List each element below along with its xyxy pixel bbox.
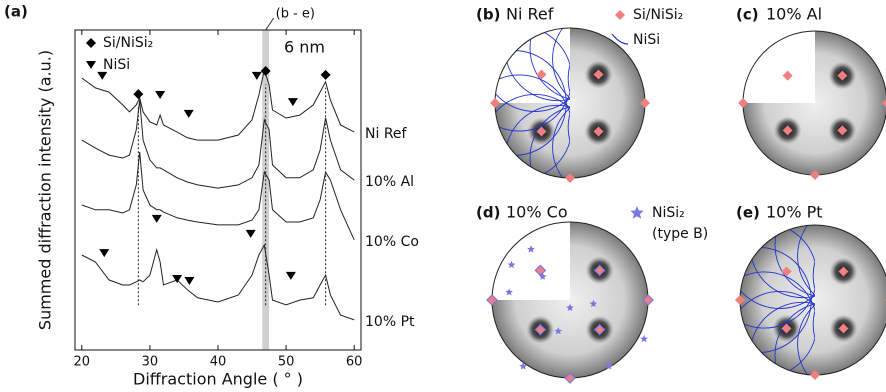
diamond-marker [86,38,96,48]
panel-label: (c) [736,6,759,24]
spectrum [82,100,354,188]
series-label: 10% Co [365,234,419,250]
legend-label: NiSi₂ [652,205,685,221]
series-label: 10% Pt [365,314,415,330]
triangle-marker [86,61,96,69]
panel-label: (d) [476,204,500,222]
legend-note: (type B) [652,226,708,242]
panel-title: 10% Co [506,203,568,222]
spectrum [82,152,354,240]
triangle-marker [97,72,107,80]
pole-figure [738,30,886,180]
annotation: 6 nm [284,38,325,57]
triangle-marker [172,275,182,283]
diamond-marker [133,89,143,99]
spectrum [82,245,354,320]
y-axis-title: Summed diffraction intensity (a.u.) [36,50,55,330]
panel-label: (a) [4,3,28,21]
x-tick-label: 60 [346,355,363,370]
triangle-marker [184,110,194,118]
highlight-band [262,30,269,350]
triangle-marker [152,215,162,223]
triangle-marker [155,91,165,99]
panel-title: Ni Ref [506,5,554,24]
legend-label: Si/NiSi₂ [633,7,683,23]
series-label: Ni Ref [365,126,408,142]
panel-label: (b) [476,6,500,24]
triangle-marker [184,277,194,285]
pole-figure [487,221,653,383]
triangle-marker [246,230,256,238]
panel-title: 10% Al [766,5,822,24]
legend-label: NiSi [633,32,660,48]
figure: (a) Diffraction Angle ( ° ) Summed diffr… [0,0,886,392]
x-axis-title: Diffraction Angle ( ° ) [133,370,303,389]
triangle-marker [286,272,296,280]
legend-label: NiSi [103,57,130,73]
triangle-marker [99,249,109,257]
diamond-marker [321,70,331,80]
x-tick-label: 40 [210,355,227,370]
panel-label: (e) [736,204,760,222]
diamond-marker [261,66,271,76]
panel-title: 10% Pt [766,203,823,222]
series-label: 10% Al [365,174,414,190]
spectrum [82,70,354,140]
x-tick-label: 20 [74,355,91,370]
triangle-marker [252,72,262,80]
pole-star [640,335,648,342]
x-tick-label: 30 [142,355,159,370]
x-tick-label: 50 [278,355,295,370]
legend-label: Si/NiSi₂ [103,35,153,51]
band-label: (b - e) [276,7,315,22]
triangle-marker [288,98,298,106]
pole-diamond [615,10,625,20]
pole-figure [706,193,886,392]
pole-star [630,206,643,219]
band-pointer [266,18,274,30]
